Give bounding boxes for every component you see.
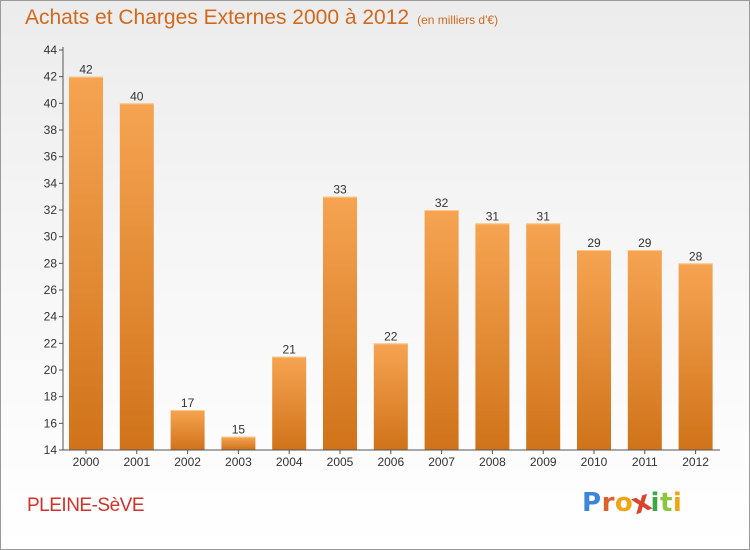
y-axis: 14 16 18 20 22 24 26 28 30 32 34 36 38 40 42 44	[44, 43, 64, 457]
chart-unit: (en milliers d'€)	[417, 13, 499, 27]
bar-2007	[424, 210, 459, 450]
x-tick-label: 2011	[632, 455, 658, 469]
x-axis: 2000 2001 2002 2003 2004 2005 2006 2007 2008 2009…	[63, 449, 720, 469]
y-tick-label: 26	[44, 283, 58, 297]
x-tick-label: 2002	[174, 455, 201, 469]
x-tick-label: 2012	[682, 455, 709, 469]
bar-value-label: 29	[638, 236, 652, 250]
logo-letter: r	[601, 488, 615, 518]
bar-2003	[221, 436, 256, 450]
y-tick-label: 20	[44, 363, 58, 377]
y-tick-label: 16	[44, 416, 58, 430]
y-tick-label: 22	[44, 336, 58, 350]
bar-value-label: 40	[130, 89, 144, 103]
bar-2008	[475, 223, 510, 450]
bar-value-label: 32	[435, 196, 449, 210]
logo-letter: i	[650, 488, 660, 518]
bar-value-label: 17	[181, 396, 195, 410]
x-tick-label: 2006	[377, 455, 404, 469]
bar-value-label: 22	[384, 329, 398, 343]
y-tick-label: 32	[44, 203, 58, 217]
bar-value-label: 28	[689, 249, 703, 263]
x-tick-label: 2005	[327, 455, 354, 469]
bar-value-label: 15	[232, 423, 246, 437]
commune-label: PLEINE-SèVE	[27, 495, 145, 516]
y-tick-label: 18	[44, 390, 58, 404]
bar-value-label: 29	[587, 236, 601, 250]
bar-value-label: 33	[333, 183, 347, 197]
proxiti-logo: Proxiti	[582, 484, 683, 522]
chart-title-text: Achats et Charges Externes 2000 à 2012	[25, 6, 410, 29]
y-tick-label: 30	[44, 230, 58, 244]
y-tick-label: 36	[44, 150, 58, 164]
x-tick-label: 2010	[581, 455, 608, 469]
logo-letter: t	[659, 488, 673, 518]
y-tick-label: 42	[44, 70, 58, 84]
x-tick-label: 2001	[123, 455, 150, 469]
logo-letter: P	[582, 488, 602, 518]
x-tick-label: 2000	[73, 455, 100, 469]
y-tick-label: 14	[44, 443, 58, 457]
chart-title: Achats et Charges Externes 2000 à 2012 (e…	[25, 6, 498, 30]
bar-2012	[678, 263, 713, 450]
y-tick-label: 40	[44, 96, 58, 110]
bar-2000	[69, 76, 103, 451]
bar-2011	[627, 250, 662, 450]
bars: 42 40 17 15 21 33 22 32 31 31 29 29 28	[69, 63, 713, 451]
bar-value-label: 31	[537, 209, 551, 223]
bar-2005	[323, 196, 357, 450]
x-tick-label: 2003	[225, 455, 252, 469]
x-tick-label: 2004	[276, 455, 303, 469]
x-tick-label: 2009	[530, 455, 557, 469]
bar-2002	[170, 410, 205, 450]
bar-value-label: 31	[486, 209, 500, 223]
bar-2010	[577, 250, 611, 450]
bar-2009	[526, 223, 561, 450]
y-tick-label: 34	[44, 176, 58, 190]
y-tick-label: 44	[44, 43, 58, 57]
logo-letter: i	[672, 488, 683, 518]
y-tick-label: 24	[44, 310, 58, 324]
x-tick-label: 2007	[428, 455, 455, 469]
bar-2001	[119, 103, 154, 450]
y-tick-label: 38	[44, 123, 58, 137]
y-tick-label: 28	[44, 256, 58, 270]
bar-value-label: 42	[79, 63, 93, 77]
bar-2004	[272, 356, 307, 450]
logo-letter: o	[614, 488, 634, 518]
x-tick-label: 2008	[479, 455, 506, 469]
bar-2006	[373, 343, 408, 450]
bar-value-label: 21	[283, 343, 297, 357]
